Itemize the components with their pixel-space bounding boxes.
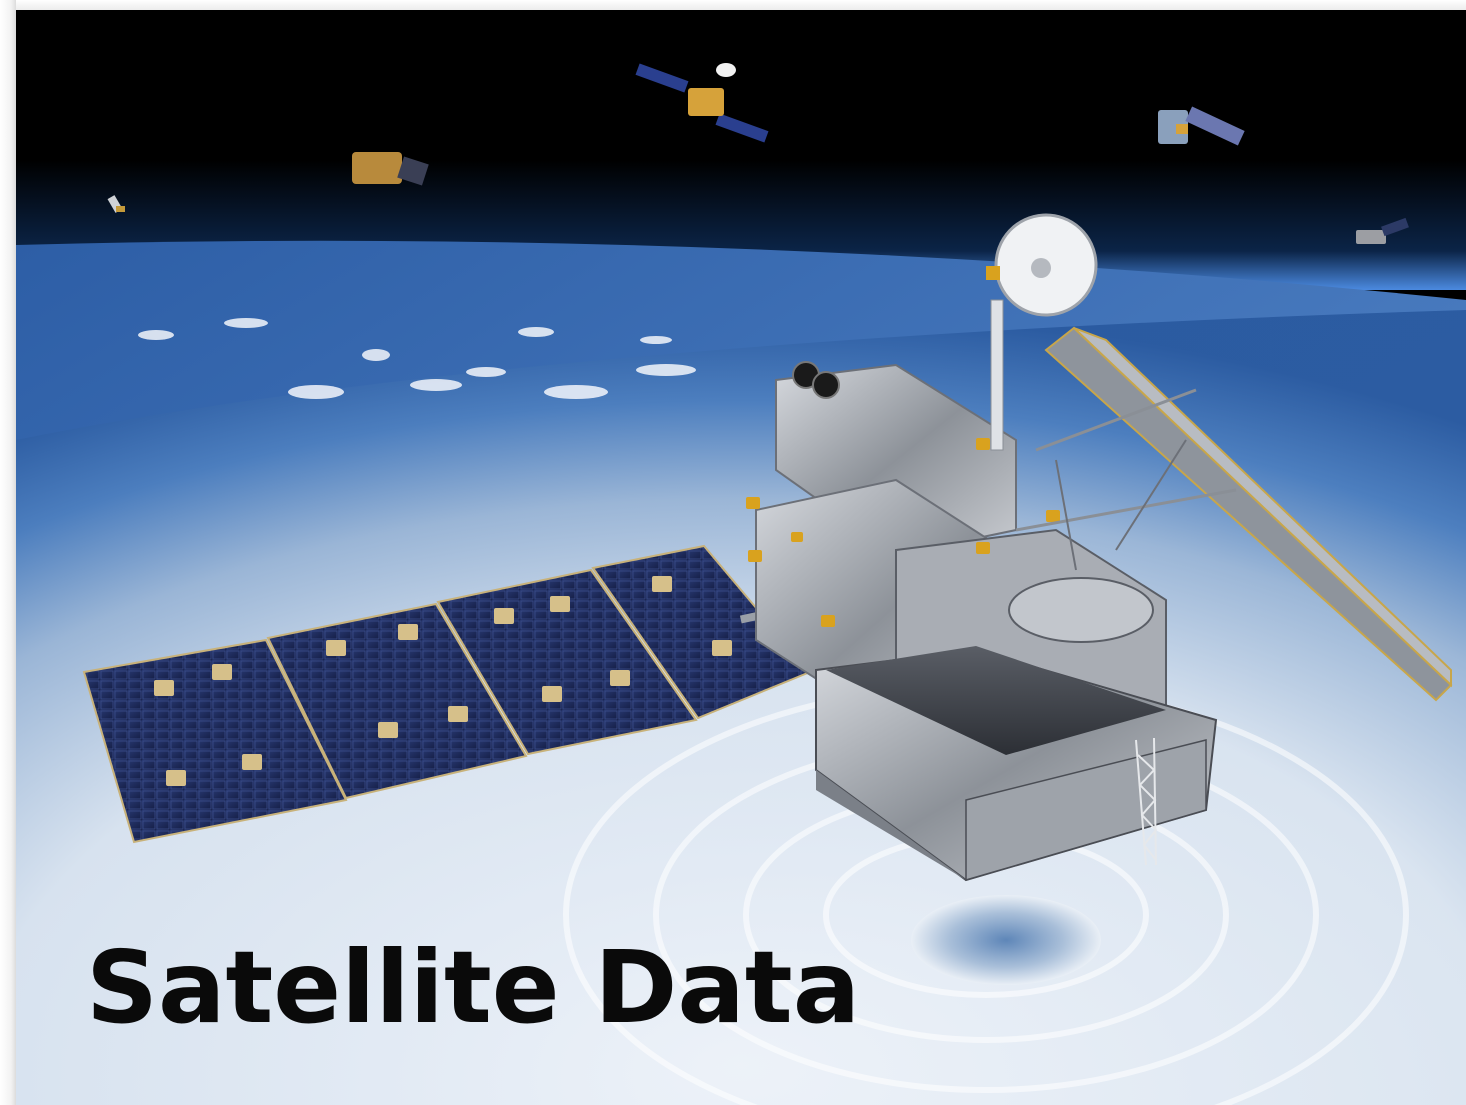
slide-top-margin bbox=[0, 0, 1466, 10]
slide-title: Satellite Data bbox=[86, 938, 860, 1038]
hurricane-eye bbox=[911, 895, 1101, 985]
slide: Satellite Data bbox=[16, 10, 1466, 1105]
slide-left-margin bbox=[0, 0, 16, 1105]
